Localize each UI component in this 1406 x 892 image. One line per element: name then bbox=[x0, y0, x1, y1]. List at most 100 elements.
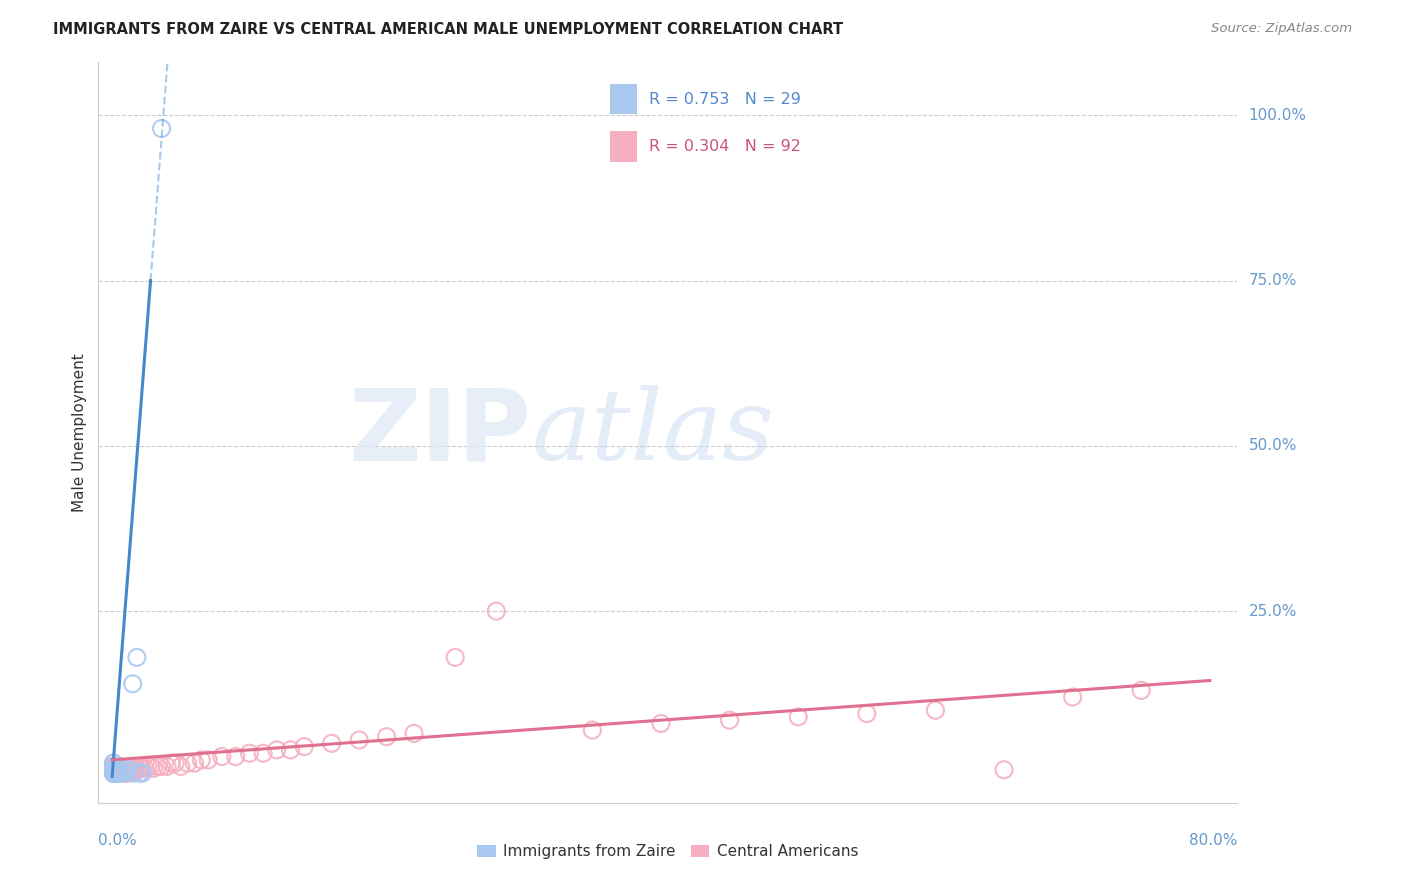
Legend: Immigrants from Zaire, Central Americans: Immigrants from Zaire, Central Americans bbox=[471, 838, 865, 865]
Point bbox=[156, 759, 179, 773]
Point bbox=[104, 766, 127, 780]
Point bbox=[103, 766, 125, 780]
Point bbox=[190, 753, 212, 767]
Point bbox=[114, 766, 136, 780]
Text: R = 0.753   N = 29: R = 0.753 N = 29 bbox=[650, 92, 801, 106]
Point bbox=[104, 764, 127, 778]
Point bbox=[111, 766, 134, 780]
Point bbox=[115, 766, 138, 780]
Point bbox=[146, 759, 169, 773]
Point bbox=[131, 766, 153, 780]
Point bbox=[103, 759, 125, 773]
Point bbox=[125, 650, 148, 665]
Text: IMMIGRANTS FROM ZAIRE VS CENTRAL AMERICAN MALE UNEMPLOYMENT CORRELATION CHART: IMMIGRANTS FROM ZAIRE VS CENTRAL AMERICA… bbox=[53, 22, 844, 37]
Point bbox=[105, 764, 128, 778]
Point bbox=[375, 730, 398, 744]
Point bbox=[104, 763, 127, 777]
Point bbox=[122, 766, 145, 780]
Point bbox=[111, 763, 134, 777]
Text: atlas: atlas bbox=[531, 385, 773, 480]
Point bbox=[103, 756, 125, 771]
Point bbox=[165, 756, 187, 771]
Point bbox=[292, 739, 315, 754]
Point bbox=[107, 761, 129, 775]
Point bbox=[485, 604, 508, 618]
Point bbox=[347, 733, 370, 747]
Point bbox=[103, 766, 125, 780]
Point bbox=[103, 766, 125, 780]
Point bbox=[444, 650, 467, 665]
Point bbox=[103, 761, 125, 775]
Point bbox=[105, 763, 128, 777]
Point bbox=[103, 759, 125, 773]
Point bbox=[104, 763, 127, 777]
Point bbox=[160, 756, 183, 771]
Point bbox=[103, 763, 125, 777]
Point bbox=[124, 761, 146, 775]
Point bbox=[108, 766, 131, 780]
Point bbox=[112, 766, 135, 780]
Point bbox=[103, 763, 125, 777]
Bar bbox=[610, 131, 637, 161]
Point bbox=[110, 763, 132, 777]
Point bbox=[142, 761, 165, 775]
Point bbox=[103, 763, 125, 777]
Point bbox=[105, 766, 128, 780]
Point bbox=[110, 764, 132, 778]
Point bbox=[266, 743, 288, 757]
Point bbox=[105, 761, 128, 775]
Point bbox=[103, 766, 125, 780]
Point bbox=[103, 759, 125, 773]
Point bbox=[115, 763, 138, 777]
Point bbox=[103, 766, 125, 780]
Point bbox=[103, 766, 125, 780]
Point bbox=[131, 761, 153, 775]
Point bbox=[176, 756, 198, 771]
Point bbox=[108, 763, 131, 777]
Point bbox=[1062, 690, 1084, 704]
Point bbox=[104, 766, 127, 780]
Point bbox=[134, 761, 156, 775]
Point bbox=[108, 761, 131, 775]
Point bbox=[122, 761, 145, 775]
Point bbox=[118, 763, 141, 777]
Point bbox=[225, 749, 247, 764]
Text: 50.0%: 50.0% bbox=[1249, 438, 1296, 453]
Point bbox=[924, 703, 946, 717]
Point bbox=[211, 749, 233, 764]
Text: Source: ZipAtlas.com: Source: ZipAtlas.com bbox=[1212, 22, 1353, 36]
Point bbox=[787, 710, 810, 724]
Point bbox=[139, 759, 162, 773]
Point bbox=[115, 763, 138, 777]
Point bbox=[150, 121, 173, 136]
Text: 100.0%: 100.0% bbox=[1249, 108, 1306, 123]
Text: R = 0.304   N = 92: R = 0.304 N = 92 bbox=[650, 139, 801, 153]
Point bbox=[103, 766, 125, 780]
Point bbox=[112, 764, 135, 778]
Text: 25.0%: 25.0% bbox=[1249, 604, 1296, 618]
Point bbox=[105, 766, 128, 780]
Point bbox=[111, 766, 134, 780]
Text: 75.0%: 75.0% bbox=[1249, 273, 1296, 288]
Point bbox=[183, 756, 205, 771]
Point bbox=[103, 763, 125, 777]
Point bbox=[105, 766, 128, 780]
Point bbox=[856, 706, 879, 721]
Point bbox=[117, 766, 139, 780]
Point bbox=[107, 763, 129, 777]
Point bbox=[128, 761, 150, 775]
Point bbox=[103, 756, 125, 771]
Point bbox=[103, 764, 125, 778]
Point bbox=[115, 766, 138, 780]
Point bbox=[321, 736, 343, 750]
Point bbox=[103, 766, 125, 780]
Point bbox=[121, 763, 143, 777]
Point bbox=[104, 763, 127, 777]
Point bbox=[104, 759, 127, 773]
Point bbox=[150, 759, 173, 773]
Point bbox=[108, 766, 131, 780]
Point bbox=[107, 764, 129, 778]
Point bbox=[107, 766, 129, 780]
Point bbox=[136, 759, 159, 773]
Point bbox=[170, 759, 193, 773]
